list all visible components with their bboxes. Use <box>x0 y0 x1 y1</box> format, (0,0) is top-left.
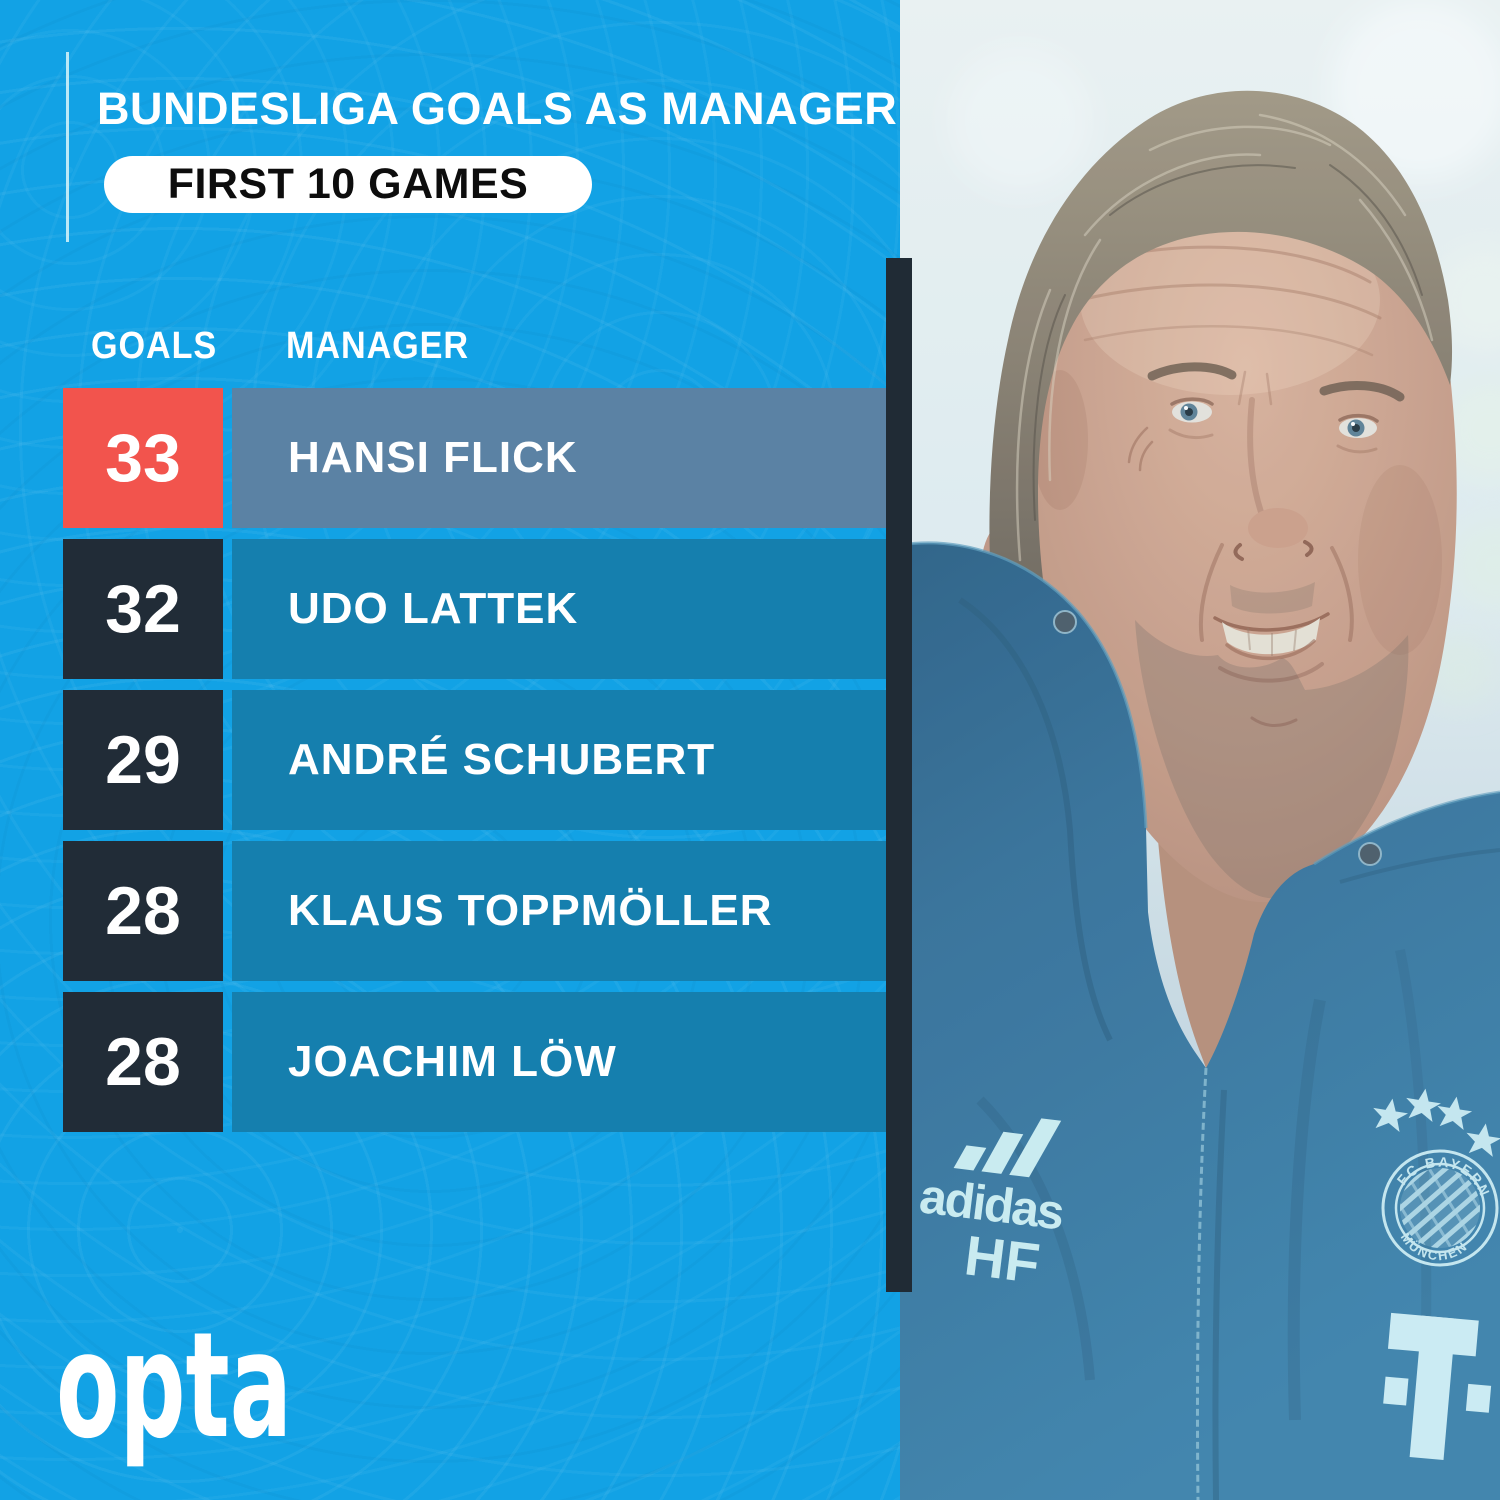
zipper <box>1195 1067 1208 1500</box>
manager-name: JOACHIM LÖW <box>288 1037 617 1086</box>
jacket-initials: HF <box>961 1223 1043 1295</box>
manager-name: UDO LATTEK <box>288 584 579 633</box>
portrait-illustration: adidas HF <box>899 0 1500 1500</box>
manager-bar: JOACHIM LÖW <box>232 992 886 1132</box>
hair <box>989 90 1453 652</box>
telekom-logo-icon <box>1383 1312 1492 1461</box>
eyes <box>1170 397 1379 438</box>
subtitle-badge-label: FIRST 10 GAMES <box>167 160 529 208</box>
manager-name: ANDRÉ SCHUBERT <box>288 735 716 784</box>
table-row: 33 HANSI FLICK <box>0 388 900 528</box>
manager-bar: ANDRÉ SCHUBERT <box>232 690 886 830</box>
table-shadow-strip <box>886 258 912 1292</box>
table-row: 28 JOACHIM LÖW <box>0 992 900 1132</box>
mouth <box>1213 612 1330 683</box>
subtitle-badge: FIRST 10 GAMES <box>104 156 592 213</box>
goals-value: 33 <box>63 388 223 528</box>
manager-bar: UDO LATTEK <box>232 539 886 679</box>
column-header-manager: MANAGER <box>286 325 469 367</box>
manager-name: HANSI FLICK <box>288 433 578 482</box>
opta-logo: opta <box>52 1301 332 1493</box>
column-header-goals: GOALS <box>91 325 218 367</box>
opta-wordmark: opta <box>56 1318 292 1471</box>
manager-name: KLAUS TOPPMÖLLER <box>288 886 773 935</box>
page-title: BUNDESLIGA GOALS AS MANAGER <box>97 83 898 134</box>
snap-button <box>1358 842 1382 866</box>
jacket <box>899 541 1500 1500</box>
eyebrows <box>1147 362 1237 381</box>
table-row: 28 KLAUS TOPPMÖLLER <box>0 841 900 981</box>
goals-value: 32 <box>63 539 223 679</box>
table-row: 29 ANDRÉ SCHUBERT <box>0 690 900 830</box>
adidas-bars-icon <box>953 1118 1062 1178</box>
manager-bar: KLAUS TOPPMÖLLER <box>232 841 886 981</box>
table-row: 32 UDO LATTEK <box>0 539 900 679</box>
goals-value: 28 <box>63 841 223 981</box>
manager-photo: adidas HF <box>899 0 1500 1500</box>
goals-value: 28 <box>63 992 223 1132</box>
title-accent-line <box>66 52 69 242</box>
manager-bar: HANSI FLICK <box>232 388 886 528</box>
bayern-crest-icon: FC BAYERN MÜNCHEN <box>1373 1088 1500 1268</box>
snap-button <box>1053 610 1077 634</box>
goals-value: 29 <box>63 690 223 830</box>
